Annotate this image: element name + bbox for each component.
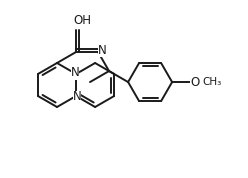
Text: O: O: [190, 75, 199, 88]
Text: N: N: [98, 43, 106, 56]
Text: CH₃: CH₃: [203, 77, 222, 87]
Text: N: N: [73, 90, 81, 103]
Text: OH: OH: [73, 14, 91, 27]
Text: N: N: [71, 67, 79, 80]
